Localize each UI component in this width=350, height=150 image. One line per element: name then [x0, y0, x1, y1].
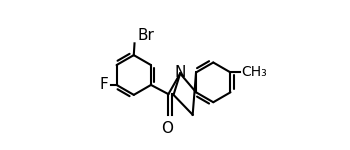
Text: Br: Br — [138, 28, 154, 43]
Text: O: O — [161, 121, 173, 136]
Text: CH₃: CH₃ — [241, 65, 267, 79]
Text: F: F — [100, 77, 108, 92]
Text: N: N — [174, 65, 186, 80]
